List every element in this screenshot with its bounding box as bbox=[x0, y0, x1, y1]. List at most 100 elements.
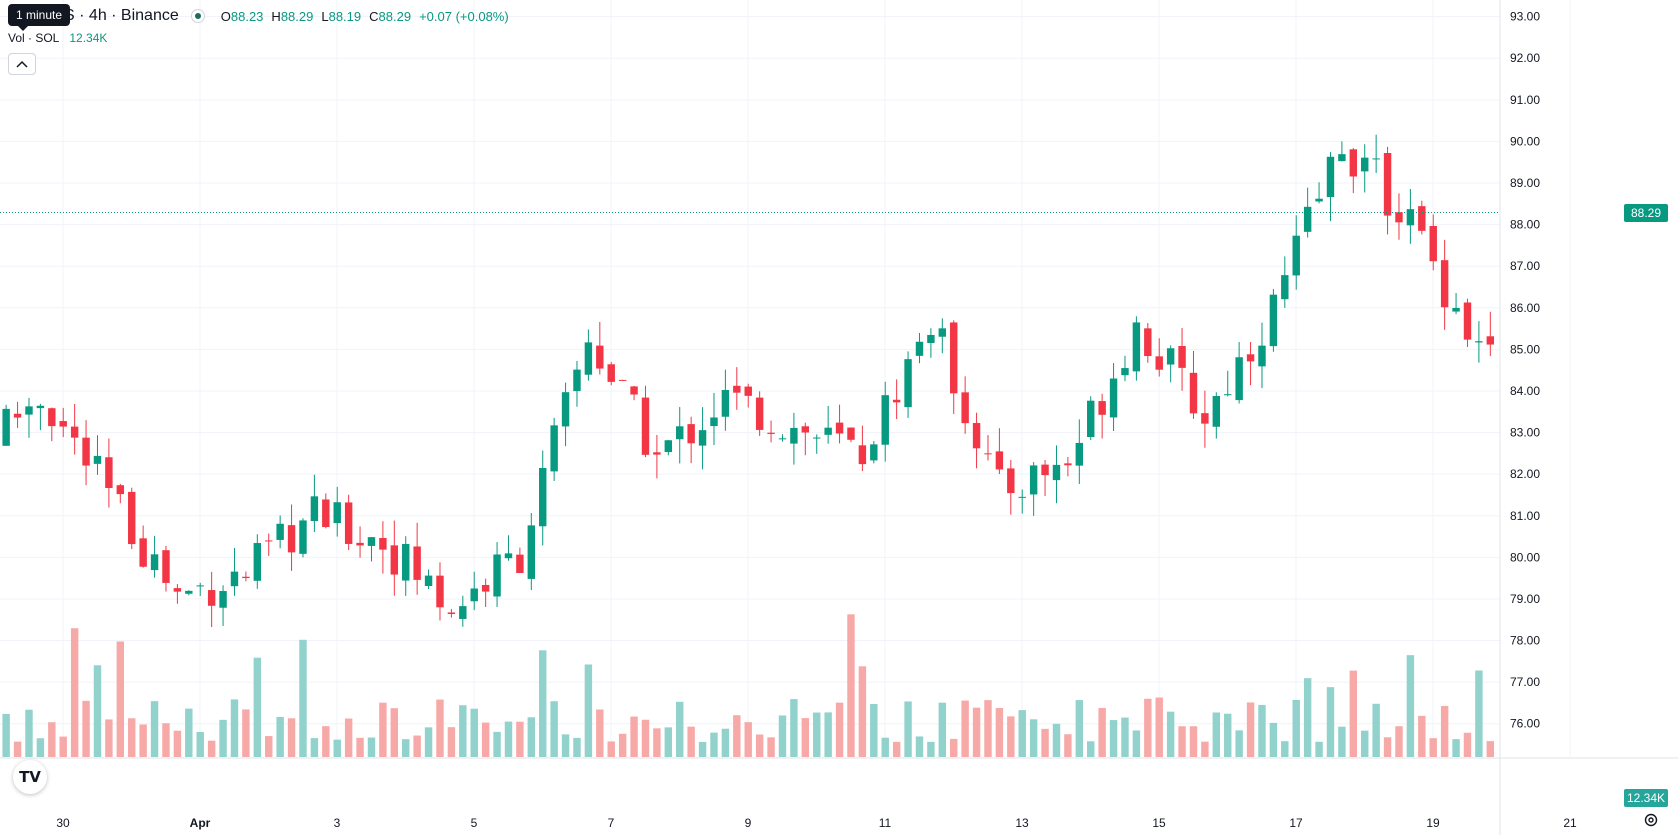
y-tick-label: 82.00 bbox=[1510, 467, 1540, 481]
candle-body bbox=[150, 554, 159, 571]
volume-bar bbox=[539, 650, 547, 757]
volume-bar bbox=[36, 738, 45, 757]
candle-body bbox=[1144, 328, 1152, 357]
y-tick-label: 87.00 bbox=[1510, 259, 1540, 273]
volume-bar bbox=[13, 741, 22, 757]
collapse-legend-button[interactable] bbox=[8, 53, 36, 75]
candle-body bbox=[1109, 378, 1118, 418]
candle-body bbox=[778, 438, 787, 440]
candle-body bbox=[881, 395, 889, 445]
candle-body bbox=[1029, 465, 1038, 495]
candle-body bbox=[25, 406, 33, 415]
y-tick-label: 80.00 bbox=[1510, 550, 1540, 564]
volume-bar bbox=[299, 639, 307, 757]
volume-bar bbox=[1121, 717, 1129, 757]
candle-body bbox=[116, 485, 125, 495]
volume-bar bbox=[1440, 705, 1449, 757]
candle-body bbox=[504, 553, 513, 559]
volume-bar bbox=[379, 702, 387, 757]
volume-bar bbox=[276, 716, 284, 757]
volume-bar bbox=[1075, 700, 1084, 757]
tradingview-logo-icon[interactable]: TV bbox=[13, 760, 47, 794]
volume-bar bbox=[516, 721, 524, 757]
candle-body bbox=[938, 328, 947, 337]
candle-body bbox=[950, 322, 958, 394]
volume-bar bbox=[1041, 728, 1049, 757]
candle-body bbox=[70, 426, 79, 438]
chart-settings-button[interactable] bbox=[1641, 810, 1661, 830]
candle-body bbox=[1349, 149, 1358, 177]
y-tick-label: 88.00 bbox=[1510, 218, 1540, 232]
volume-bar bbox=[1418, 715, 1426, 757]
market-status-icon[interactable] bbox=[190, 9, 205, 23]
x-tick-label: 21 bbox=[1563, 816, 1577, 830]
candle-body bbox=[835, 422, 844, 434]
volume-bar bbox=[402, 739, 410, 757]
volume-bar bbox=[550, 701, 558, 757]
y-tick-label: 76.00 bbox=[1510, 717, 1540, 731]
volume-bar bbox=[447, 727, 456, 757]
volume-bar bbox=[767, 737, 775, 757]
volume-bar bbox=[892, 741, 901, 757]
volume-bar bbox=[927, 741, 935, 757]
x-tick-label: 17 bbox=[1289, 816, 1303, 830]
candle-body bbox=[824, 427, 832, 435]
volume-bar bbox=[1281, 741, 1289, 757]
volume-bar bbox=[1098, 707, 1106, 757]
volume-bar bbox=[1109, 720, 1118, 757]
volume-bar bbox=[207, 740, 216, 757]
candle-body bbox=[733, 385, 741, 393]
volume-bar bbox=[344, 718, 353, 757]
volume-bar bbox=[504, 721, 513, 757]
candle-body bbox=[641, 397, 650, 455]
candle-body bbox=[1372, 158, 1380, 160]
volume-legend: Vol · SOL 12.34K bbox=[8, 31, 107, 45]
candle-body bbox=[1178, 346, 1186, 368]
volume-bar bbox=[173, 730, 182, 757]
volume-bar bbox=[493, 731, 501, 757]
candle-body bbox=[1224, 394, 1232, 396]
volume-bar bbox=[333, 739, 341, 757]
volume-bar bbox=[459, 705, 467, 757]
candle-body bbox=[185, 590, 193, 594]
y-tick-label: 89.00 bbox=[1510, 176, 1540, 190]
interval-tooltip: 1 minute bbox=[8, 4, 71, 31]
volume-bar bbox=[915, 736, 924, 757]
candle-body bbox=[710, 417, 718, 427]
y-tick-label: 93.00 bbox=[1510, 10, 1540, 24]
candle-body bbox=[1121, 368, 1129, 376]
x-tick-label: 5 bbox=[471, 816, 478, 830]
y-tick-label: 77.00 bbox=[1510, 675, 1540, 689]
volume-bar bbox=[1029, 719, 1038, 757]
candle-body bbox=[196, 585, 204, 587]
volume-bar bbox=[1486, 741, 1495, 757]
volume-bar bbox=[721, 728, 730, 757]
candle-body bbox=[755, 397, 764, 430]
candle-body bbox=[813, 437, 821, 439]
candle-body bbox=[1087, 400, 1095, 438]
volume-bar bbox=[744, 722, 752, 757]
x-tick-label: 3 bbox=[334, 816, 341, 830]
candle-body bbox=[1383, 152, 1392, 216]
volume-bar bbox=[356, 737, 364, 757]
candle-body bbox=[561, 392, 570, 427]
candle-body bbox=[1166, 348, 1175, 365]
candle-body bbox=[459, 606, 467, 619]
candle-body bbox=[1418, 206, 1426, 231]
volume-bar bbox=[984, 700, 992, 757]
y-tick-label: 91.00 bbox=[1510, 93, 1540, 107]
volume-bar bbox=[1303, 678, 1312, 757]
close-value: 88.29 bbox=[378, 8, 412, 24]
candle-body bbox=[1406, 209, 1415, 226]
volume-label[interactable]: Vol · SOL bbox=[8, 31, 60, 45]
x-tick-label: 19 bbox=[1426, 816, 1440, 830]
volume-bar bbox=[1292, 699, 1300, 757]
candle-body bbox=[333, 502, 341, 524]
candle-body bbox=[2, 408, 10, 446]
volume-bar bbox=[70, 628, 79, 757]
candle-body bbox=[379, 537, 387, 550]
volume-bar bbox=[755, 734, 764, 757]
